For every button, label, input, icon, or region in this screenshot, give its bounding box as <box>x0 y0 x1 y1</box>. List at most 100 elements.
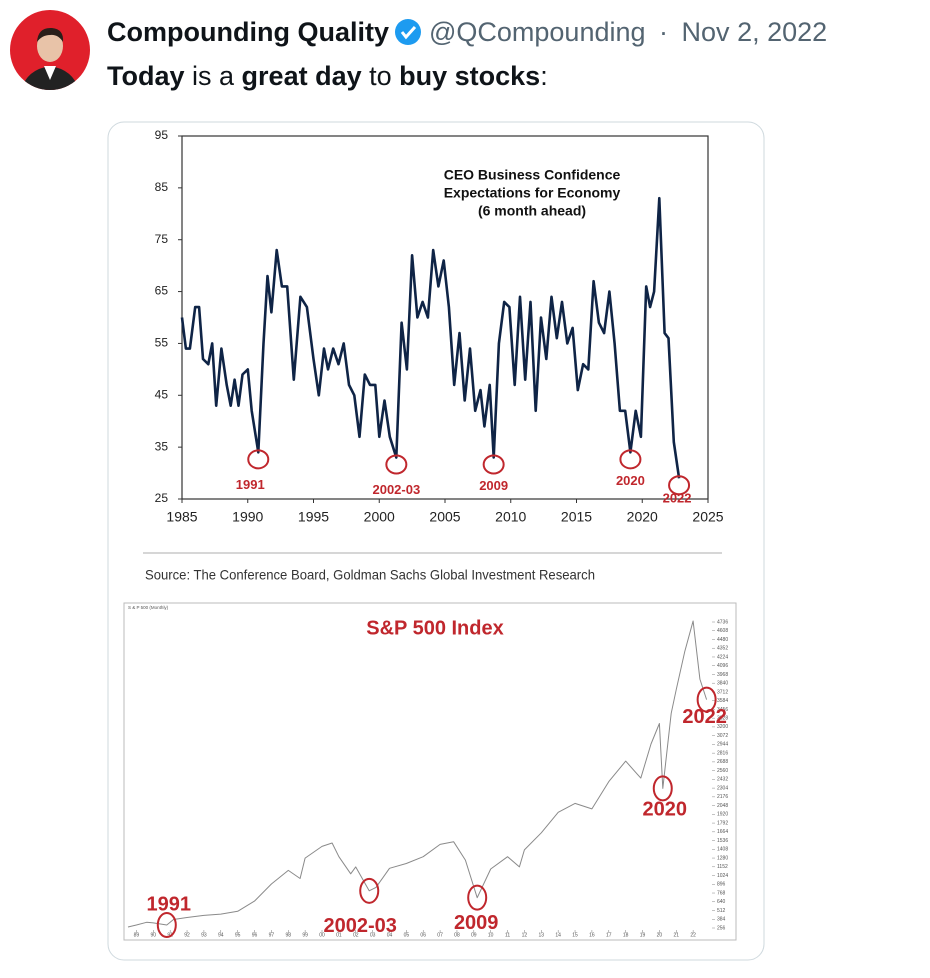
annotation-circle <box>696 686 717 713</box>
x-tick-label: 22 <box>690 932 696 938</box>
x-tick-label: 2020 <box>627 509 658 525</box>
annotation-circle <box>385 454 408 475</box>
y-tick-label: 3456 <box>717 707 728 713</box>
sp-frame <box>123 602 737 941</box>
y-tick-label: 2944 <box>717 742 728 748</box>
x-tick-label: 99 <box>302 932 308 938</box>
y-tick-label: 45 <box>155 387 169 401</box>
y-tick-label: 4480 <box>717 637 728 643</box>
tweet-text: Today is a great day to buy stocks: <box>107 61 548 91</box>
annotation-label: 2009 <box>454 912 499 934</box>
x-tick-label: 19 <box>640 932 646 938</box>
text-segment: is a <box>185 61 242 91</box>
x-tick-label: 12 <box>522 932 528 938</box>
y-tick-label: 1792 <box>717 820 728 826</box>
x-tick-label: 89 <box>134 932 140 938</box>
y-tick-label: 1024 <box>717 873 728 879</box>
annotation-circle <box>652 775 673 802</box>
x-tick-label: 09 <box>471 932 477 938</box>
x-tick-label: 97 <box>269 932 275 938</box>
chart-title: (6 month ahead) <box>478 203 586 219</box>
x-tick-label: 94 <box>218 932 224 938</box>
y-tick-label: 75 <box>155 232 169 246</box>
y-tick-label: 4352 <box>717 646 728 652</box>
y-tick-label: 1536 <box>717 838 728 844</box>
y-tick-label: 4224 <box>717 654 728 660</box>
y-tick-label: 25 <box>155 491 169 505</box>
y-tick-label: 1664 <box>717 829 728 835</box>
author-handle[interactable]: @QCompounding · Nov 2, 2022 <box>429 17 827 47</box>
y-tick-label: 2688 <box>717 759 728 765</box>
handle[interactable]: @QCompounding <box>429 17 646 47</box>
x-tick-label: 08 <box>454 932 460 938</box>
date[interactable]: Nov 2, 2022 <box>682 17 828 47</box>
x-tick-label: 2010 <box>495 509 526 525</box>
chart-title: Expectations for Economy <box>444 185 621 201</box>
y-tick-label: 55 <box>155 336 169 350</box>
annotation-circle <box>467 884 488 911</box>
x-tick-label: 95 <box>235 932 241 938</box>
avatar[interactable] <box>10 10 90 95</box>
x-tick-label: 1995 <box>298 509 329 525</box>
y-tick-label: 2816 <box>717 750 728 756</box>
x-tick-label: 18 <box>623 932 629 938</box>
chart-title: CEO Business Confidence <box>444 167 621 183</box>
y-tick-label: 95 <box>155 128 169 142</box>
y-tick-label: 640 <box>717 899 726 905</box>
y-tick-label: 1920 <box>717 812 728 818</box>
y-tick-label: 4096 <box>717 663 728 669</box>
y-tick-label: 1152 <box>717 864 728 870</box>
annotation-label: 2002-03 <box>324 915 397 937</box>
media-card[interactable] <box>107 121 765 961</box>
x-tick-label: 17 <box>606 932 612 938</box>
x-tick-label: 98 <box>285 932 291 938</box>
text-segment: : <box>540 61 548 91</box>
y-tick-label: 1408 <box>717 847 728 853</box>
annotation-label: 1991 <box>236 477 265 492</box>
y-tick-label: 512 <box>717 908 726 914</box>
annotation-label: 2022 <box>663 491 692 506</box>
x-tick-label: 04 <box>387 932 393 938</box>
x-tick-label: 02 <box>353 932 359 938</box>
y-tick-label: 2432 <box>717 777 728 783</box>
x-tick-label: 92 <box>184 932 190 938</box>
y-tick-label: 768 <box>717 890 726 896</box>
separator: · <box>659 17 668 47</box>
x-tick-label: 1990 <box>232 509 263 525</box>
y-tick-label: 3840 <box>717 681 728 687</box>
x-tick-label: 21 <box>673 932 679 938</box>
y-tick-label: 3968 <box>717 672 728 678</box>
y-tick-label: 2304 <box>717 785 728 791</box>
x-tick-label: 15 <box>572 932 578 938</box>
source-note: Source: The Conference Board, Goldman Sa… <box>145 567 595 583</box>
chart-subtitle: S & P 500 (Monthly) <box>128 605 169 610</box>
annotation-circle <box>619 449 642 470</box>
x-tick-label: 11 <box>505 932 510 938</box>
verified-badge <box>394 19 421 45</box>
y-tick-label: 896 <box>717 882 726 888</box>
annotation-circle <box>247 449 270 470</box>
x-tick-label: 2005 <box>429 509 460 525</box>
y-tick-label: 3200 <box>717 724 728 730</box>
text-segment: to <box>362 61 400 91</box>
data-line <box>180 196 681 479</box>
x-tick-label: 2025 <box>692 509 723 525</box>
y-tick-label: 2176 <box>717 794 728 800</box>
y-tick-label: 2048 <box>717 803 728 809</box>
data-line <box>127 620 708 928</box>
x-tick-label: 07 <box>437 932 443 938</box>
annotation-label: 2022 <box>682 706 727 728</box>
author-name[interactable]: Compounding Quality <box>107 17 389 47</box>
y-tick-label: 3328 <box>717 715 728 721</box>
y-tick-label: 3072 <box>717 733 728 739</box>
annotation-circle <box>482 454 505 475</box>
x-tick-label: 05 <box>404 932 410 938</box>
y-tick-label: 2560 <box>717 768 728 774</box>
text-segment: great day <box>242 61 362 91</box>
x-tick-label: 16 <box>589 932 595 938</box>
y-tick-label: 3712 <box>717 689 728 695</box>
annotation-circle <box>156 911 177 938</box>
y-tick-label: 384 <box>717 917 726 923</box>
